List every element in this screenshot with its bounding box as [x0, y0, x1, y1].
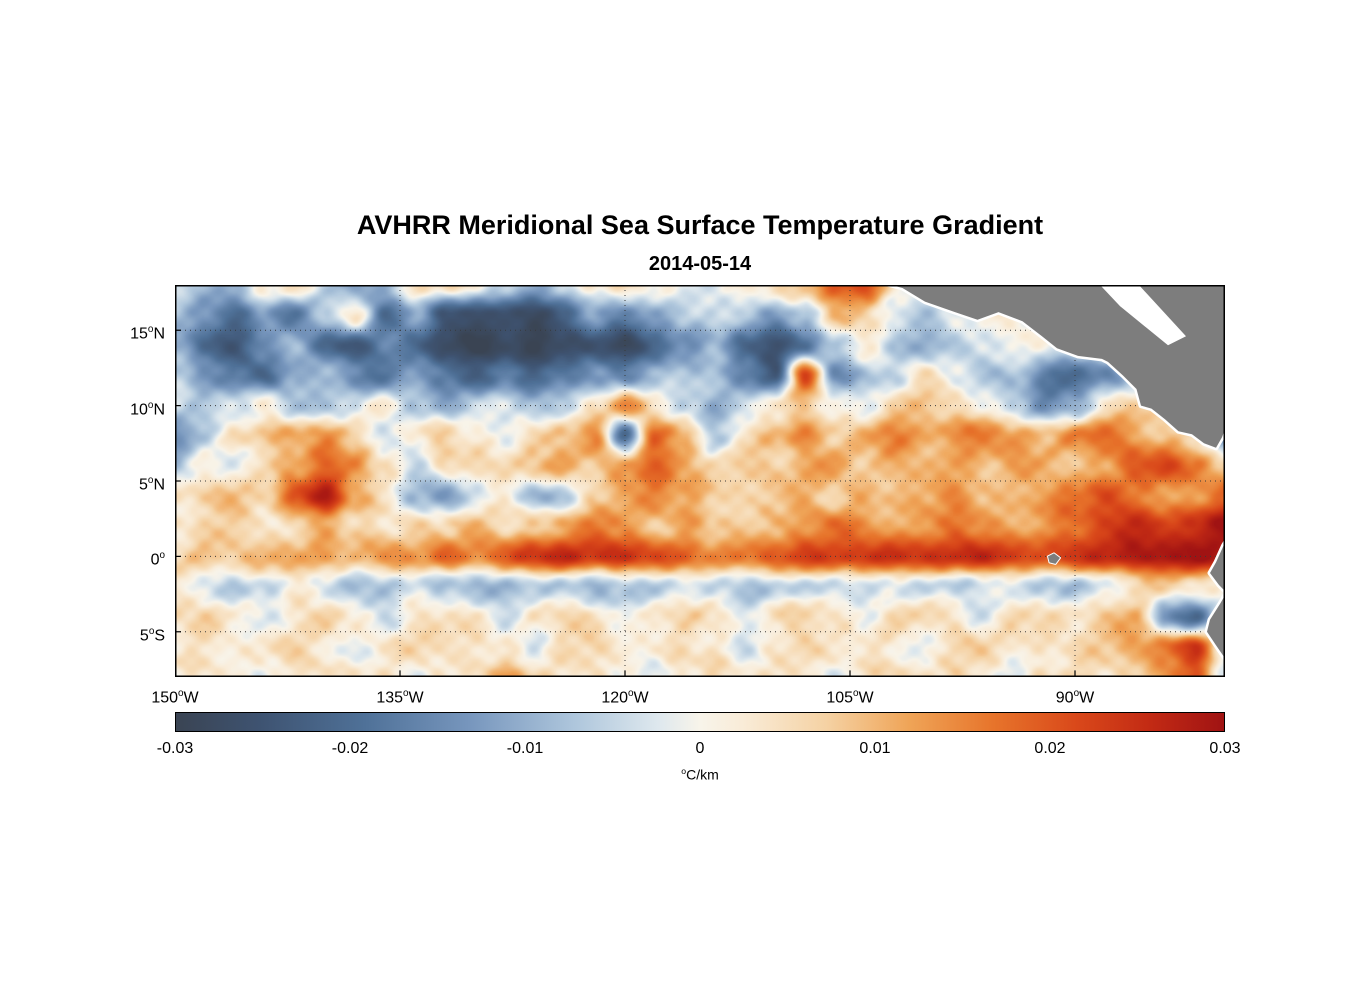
colorbar-tick-label: 0.02: [1034, 740, 1066, 757]
colorbar-tick-label: 0.01: [859, 740, 891, 757]
chart-title: AVHRR Meridional Sea Surface Temperature…: [356, 210, 1044, 240]
y-tick-label: 5oS: [139, 625, 165, 645]
colorbar-tick-label: -0.03: [156, 740, 194, 757]
degree-symbol: o: [681, 766, 687, 776]
colorbar-tick-label: 0.03: [1209, 740, 1241, 757]
colorbar-tick-label: -0.01: [506, 740, 544, 757]
x-tick-label: 90oW: [1055, 688, 1095, 707]
plot-area: [175, 285, 1225, 677]
unit-text: C/km: [686, 766, 719, 783]
y-tick-label: 15oN: [130, 324, 165, 343]
colorbar-unit-label: oC/km: [175, 762, 1225, 784]
caribbean-no-data-patch: [1100, 285, 1186, 346]
land-central-america: [881, 285, 1225, 451]
land-layer: [881, 285, 1225, 663]
y-tick-label: 0o: [150, 550, 165, 569]
colorbar-tick-label: 0: [695, 740, 705, 757]
map-overlay: [175, 285, 1225, 677]
x-tick-label: 120oW: [601, 688, 649, 707]
x-tick-label: 105oW: [826, 688, 874, 707]
land-south-america: [1204, 538, 1225, 663]
chart-subtitle: 2014-05-14: [648, 253, 752, 275]
colorbar: [175, 712, 1225, 732]
y-tick-label: 5oN: [139, 475, 165, 494]
plot-border: [175, 285, 1225, 677]
land-galapagos-islands: [1047, 552, 1061, 565]
x-tick-label: 135oW: [376, 688, 424, 707]
y-tick-label: 10oN: [130, 399, 165, 418]
colorbar-tick-label: -0.02: [331, 740, 369, 757]
x-tick-label: 150oW: [151, 688, 199, 707]
